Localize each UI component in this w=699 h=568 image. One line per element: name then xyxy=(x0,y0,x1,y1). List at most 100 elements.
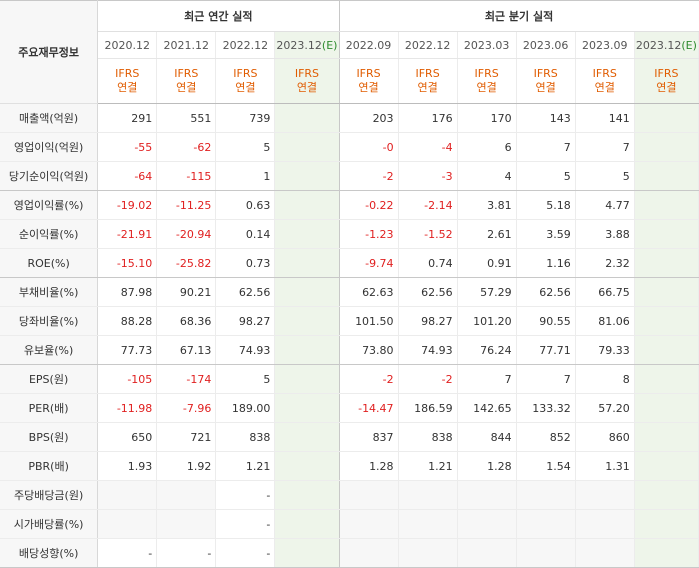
estimate-mark: (E) xyxy=(321,38,338,52)
annual-value-cell: 87.98 xyxy=(97,277,158,307)
row-label: 영업이익(억원) xyxy=(0,132,99,162)
ifrs-label-line2: 연결 xyxy=(358,81,379,94)
quarter-estimate-cell xyxy=(634,103,699,133)
annual-value-cell: -105 xyxy=(97,364,158,394)
quarter-estimate-cell xyxy=(634,509,699,539)
quarter-value-cell: 4.77 xyxy=(575,190,635,220)
annual-value-cell: 0.14 xyxy=(215,219,276,249)
quarter-value-cell: 2.61 xyxy=(457,219,517,249)
quarter-value-cell: 90.55 xyxy=(516,306,576,336)
row-label: 유보율(%) xyxy=(0,335,99,365)
quarter-value-cell: 1.16 xyxy=(516,248,576,278)
table-row: 부채비율(%) 87.98 90.21 62.56 62.63 62.56 57.29 62.… xyxy=(0,277,699,307)
annual-value-cell: 5 xyxy=(215,364,276,394)
quarter-value-cell: 203 xyxy=(339,103,399,133)
quarter-estimate-cell xyxy=(634,335,699,365)
quarter-value-cell: 844 xyxy=(457,422,517,452)
annual-value-cell: 67.13 xyxy=(156,335,217,365)
row-label: 당좌비율(%) xyxy=(0,306,99,336)
quarter-value-cell: 852 xyxy=(516,422,576,452)
quarter-value-cell: 57.20 xyxy=(575,393,635,423)
ifrs-label-line2: 연결 xyxy=(417,81,438,94)
table-row: 주당배당금(원) - xyxy=(0,480,699,510)
annual-value-cell: - xyxy=(156,538,217,568)
annual-value-cell: 739 xyxy=(215,103,276,133)
quarter-date-1: 2022.12 xyxy=(398,31,458,59)
ifrs-label-line2: 연결 xyxy=(296,81,318,94)
quarter-estimate-cell xyxy=(634,393,699,423)
quarter-value-cell xyxy=(398,538,458,568)
quarter-estimate-cell xyxy=(634,132,699,162)
annual-value-cell: 90.21 xyxy=(156,277,217,307)
quarter-value-cell: 77.71 xyxy=(516,335,576,365)
ifrs-label: IFRS 연결 xyxy=(575,58,635,104)
annual-estimate-date: 2023.12(E) xyxy=(274,31,340,59)
annual-value-cell: 0.63 xyxy=(215,190,276,220)
quarter-value-cell xyxy=(457,480,517,510)
row-label-header: 주요재무정보 xyxy=(0,0,99,104)
quarter-value-cell xyxy=(516,480,576,510)
row-label: BPS(원) xyxy=(0,422,99,452)
quarter-estimate-cell xyxy=(634,219,699,249)
ifrs-label: IFRS 연결 xyxy=(516,58,576,104)
annual-value-cell: -15.10 xyxy=(97,248,158,278)
quarter-value-cell: 837 xyxy=(339,422,399,452)
quarter-value-cell: 76.24 xyxy=(457,335,517,365)
annual-value-cell: 1.92 xyxy=(156,451,217,481)
quarter-value-cell xyxy=(398,480,458,510)
annual-value-cell: 74.93 xyxy=(215,335,276,365)
quarter-value-cell: 5.18 xyxy=(516,190,576,220)
quarter-value-cell: 7 xyxy=(457,364,517,394)
quarter-value-cell: 1.31 xyxy=(575,451,635,481)
annual-value-cell: -19.02 xyxy=(97,190,158,220)
annual-estimate-cell xyxy=(274,219,340,249)
quarter-value-cell: 4 xyxy=(457,161,517,191)
quarter-value-cell: 101.20 xyxy=(457,306,517,336)
annual-value-cell: 551 xyxy=(156,103,217,133)
quarter-date-0: 2022.09 xyxy=(339,31,399,59)
annual-value-cell: -11.98 xyxy=(97,393,158,423)
table-row: BPS(원) 650 721 838 837 838 844 852 860 xyxy=(0,422,699,452)
ifrs-label: IFRS 연결 xyxy=(274,58,340,104)
quarter-value-cell: 860 xyxy=(575,422,635,452)
quarter-value-cell xyxy=(516,538,576,568)
ifrs-label-line2: 연결 xyxy=(594,81,615,94)
quarter-value-cell: 170 xyxy=(457,103,517,133)
annual-estimate-cell xyxy=(274,306,340,336)
annual-value-cell: -20.94 xyxy=(156,219,217,249)
ifrs-label-line2: 연결 xyxy=(535,81,556,94)
row-label: 순이익률(%) xyxy=(0,219,99,249)
row-label: 영업이익률(%) xyxy=(0,190,99,220)
ifrs-label: IFRS 연결 xyxy=(457,58,517,104)
annual-estimate-cell xyxy=(274,364,340,394)
ifrs-label-line2: 연결 xyxy=(656,81,677,94)
quarter-estimate-cell xyxy=(634,306,699,336)
ifrs-label-line1: IFRS xyxy=(174,67,199,80)
annual-value-cell: -174 xyxy=(156,364,217,394)
annual-date-0: 2020.12 xyxy=(97,31,158,59)
annual-value-cell: -21.91 xyxy=(97,219,158,249)
ifrs-label: IFRS 연결 xyxy=(398,58,458,104)
table-row: ROE(%) -15.10 -25.82 0.73 -9.74 0.74 0.91 1.16 2… xyxy=(0,248,699,278)
quarter-value-cell xyxy=(457,509,517,539)
quarter-value-cell: 101.50 xyxy=(339,306,399,336)
ifrs-label-line1: IFRS xyxy=(115,67,140,80)
quarter-value-cell: -2 xyxy=(339,364,399,394)
annual-estimate-cell xyxy=(274,277,340,307)
ifrs-label: IFRS 연결 xyxy=(215,58,276,104)
annual-value-cell xyxy=(156,509,217,539)
quarter-value-cell xyxy=(339,538,399,568)
quarter-value-cell: 3.88 xyxy=(575,219,635,249)
annual-estimate-cell xyxy=(274,538,340,568)
quarter-date-4: 2023.09 xyxy=(575,31,635,59)
quarter-value-cell: 66.75 xyxy=(575,277,635,307)
annual-value-cell: -11.25 xyxy=(156,190,217,220)
annual-value-cell: -55 xyxy=(97,132,158,162)
quarter-value-cell: 142.65 xyxy=(457,393,517,423)
ifrs-label: IFRS 연결 xyxy=(156,58,217,104)
quarter-value-cell: 74.93 xyxy=(398,335,458,365)
quarter-value-cell xyxy=(398,509,458,539)
quarter-value-cell xyxy=(575,538,635,568)
annual-value-cell: 189.00 xyxy=(215,393,276,423)
